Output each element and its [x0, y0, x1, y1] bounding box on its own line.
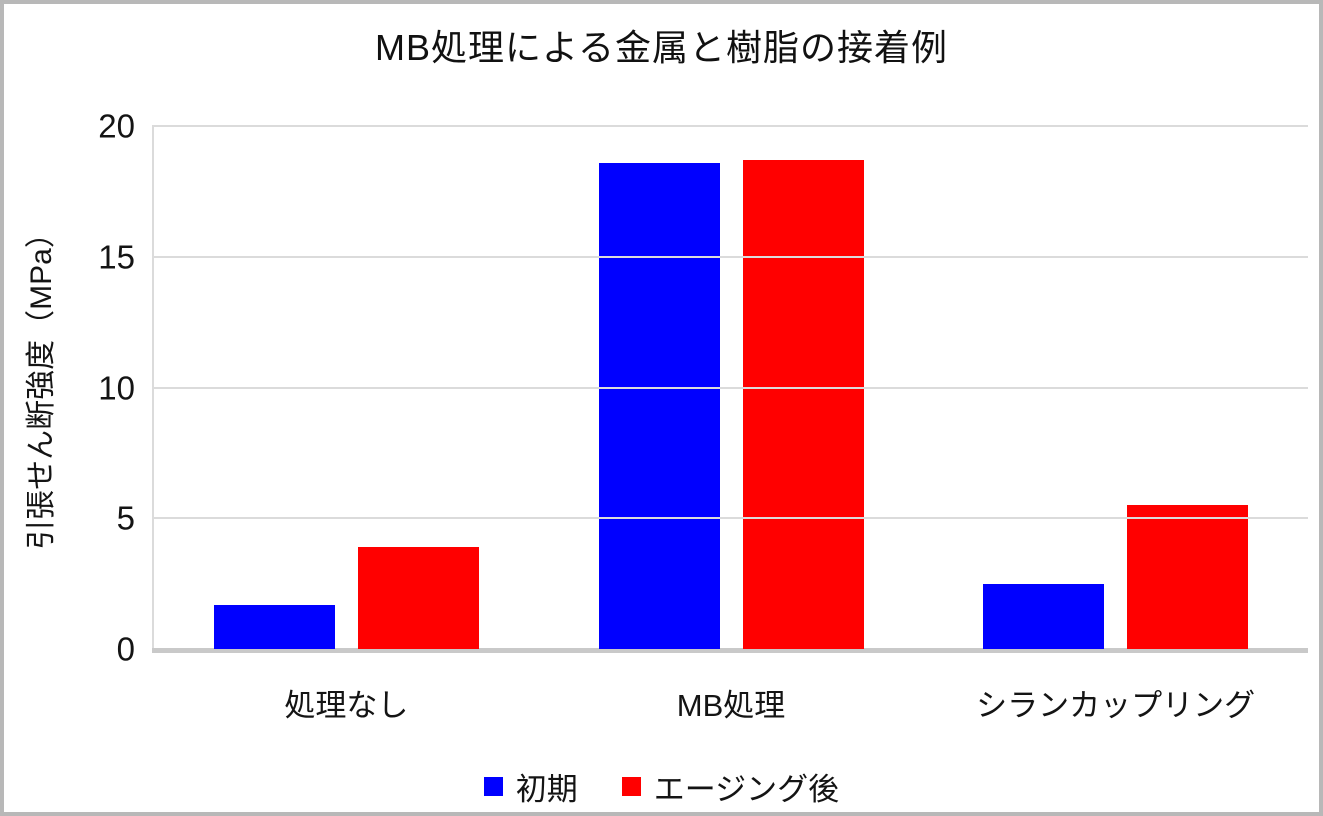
chart-title: MB処理による金属と樹脂の接着例 — [375, 27, 948, 68]
legend-label: エージング後 — [653, 772, 840, 807]
y-tick-label: 5 — [116, 499, 135, 537]
y-axis-line — [152, 125, 154, 649]
legend: 初期 エージング後 — [4, 764, 1319, 809]
gridline — [154, 517, 1308, 520]
x-category-labels: 処理なし MB処理 シランカップリング — [154, 680, 1308, 725]
y-tick-label: 15 — [98, 238, 135, 276]
x-category-label: MB処理 — [676, 688, 786, 723]
legend-item: 初期 — [483, 764, 578, 809]
bar — [1127, 505, 1249, 649]
legend-swatch — [621, 777, 641, 796]
bar-groups — [154, 126, 1308, 649]
legend-swatch — [483, 777, 503, 796]
bar — [598, 162, 720, 649]
y-tick-label: 20 — [98, 107, 135, 145]
x-axis-baseline — [152, 648, 1308, 653]
bar-group — [923, 126, 1308, 649]
y-tick-label: 0 — [116, 630, 135, 668]
gridline — [154, 255, 1308, 258]
bar — [357, 547, 479, 649]
y-tick-labels: 0 5 10 15 20 — [4, 110, 135, 666]
bar-group — [539, 126, 924, 649]
legend-label: 初期 — [515, 772, 578, 807]
bar-group — [154, 126, 539, 649]
gridline — [154, 125, 1308, 127]
plot-area — [152, 125, 1308, 653]
bar — [213, 604, 335, 649]
y-tick-label: 10 — [98, 369, 135, 406]
legend-item: エージング後 — [621, 764, 840, 809]
gridline — [154, 386, 1308, 389]
bar — [983, 583, 1105, 649]
bar — [742, 160, 864, 649]
x-category-label: シランカップリング — [976, 688, 1256, 723]
x-category-label: 処理なし — [284, 688, 409, 723]
